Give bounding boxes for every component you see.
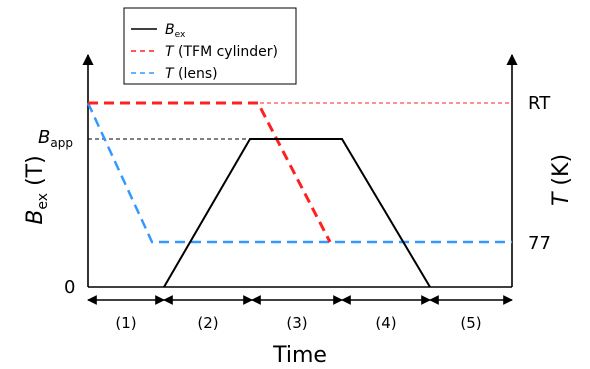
right-axis-label: T (K) bbox=[549, 154, 574, 206]
legend-box bbox=[123, 7, 297, 85]
legend-tfm-label: T (TFM cylinder) bbox=[165, 44, 278, 60]
legend-lens-label: T (lens) bbox=[165, 66, 218, 82]
bapp-label: Bapp bbox=[38, 127, 73, 150]
left-axis-label: Bex (T) bbox=[23, 155, 51, 224]
zero-label: 0 bbox=[64, 277, 75, 298]
stage-3-label: (3) bbox=[286, 314, 307, 332]
t-tfm-curve bbox=[88, 101, 332, 243]
bex-curve bbox=[163, 138, 431, 288]
rt-label: RT bbox=[528, 93, 551, 114]
stage-5-label: (5) bbox=[460, 314, 481, 332]
stage-4-label: (4) bbox=[375, 314, 396, 332]
stage-1-label: (1) bbox=[115, 314, 136, 332]
legend-bex-label: Bex bbox=[165, 22, 186, 40]
bottom-axis-label: Time bbox=[272, 343, 327, 368]
t77-label: 77 bbox=[528, 233, 551, 254]
stage-2-label: (2) bbox=[197, 314, 218, 332]
t-lens-curve bbox=[86, 102, 512, 244]
